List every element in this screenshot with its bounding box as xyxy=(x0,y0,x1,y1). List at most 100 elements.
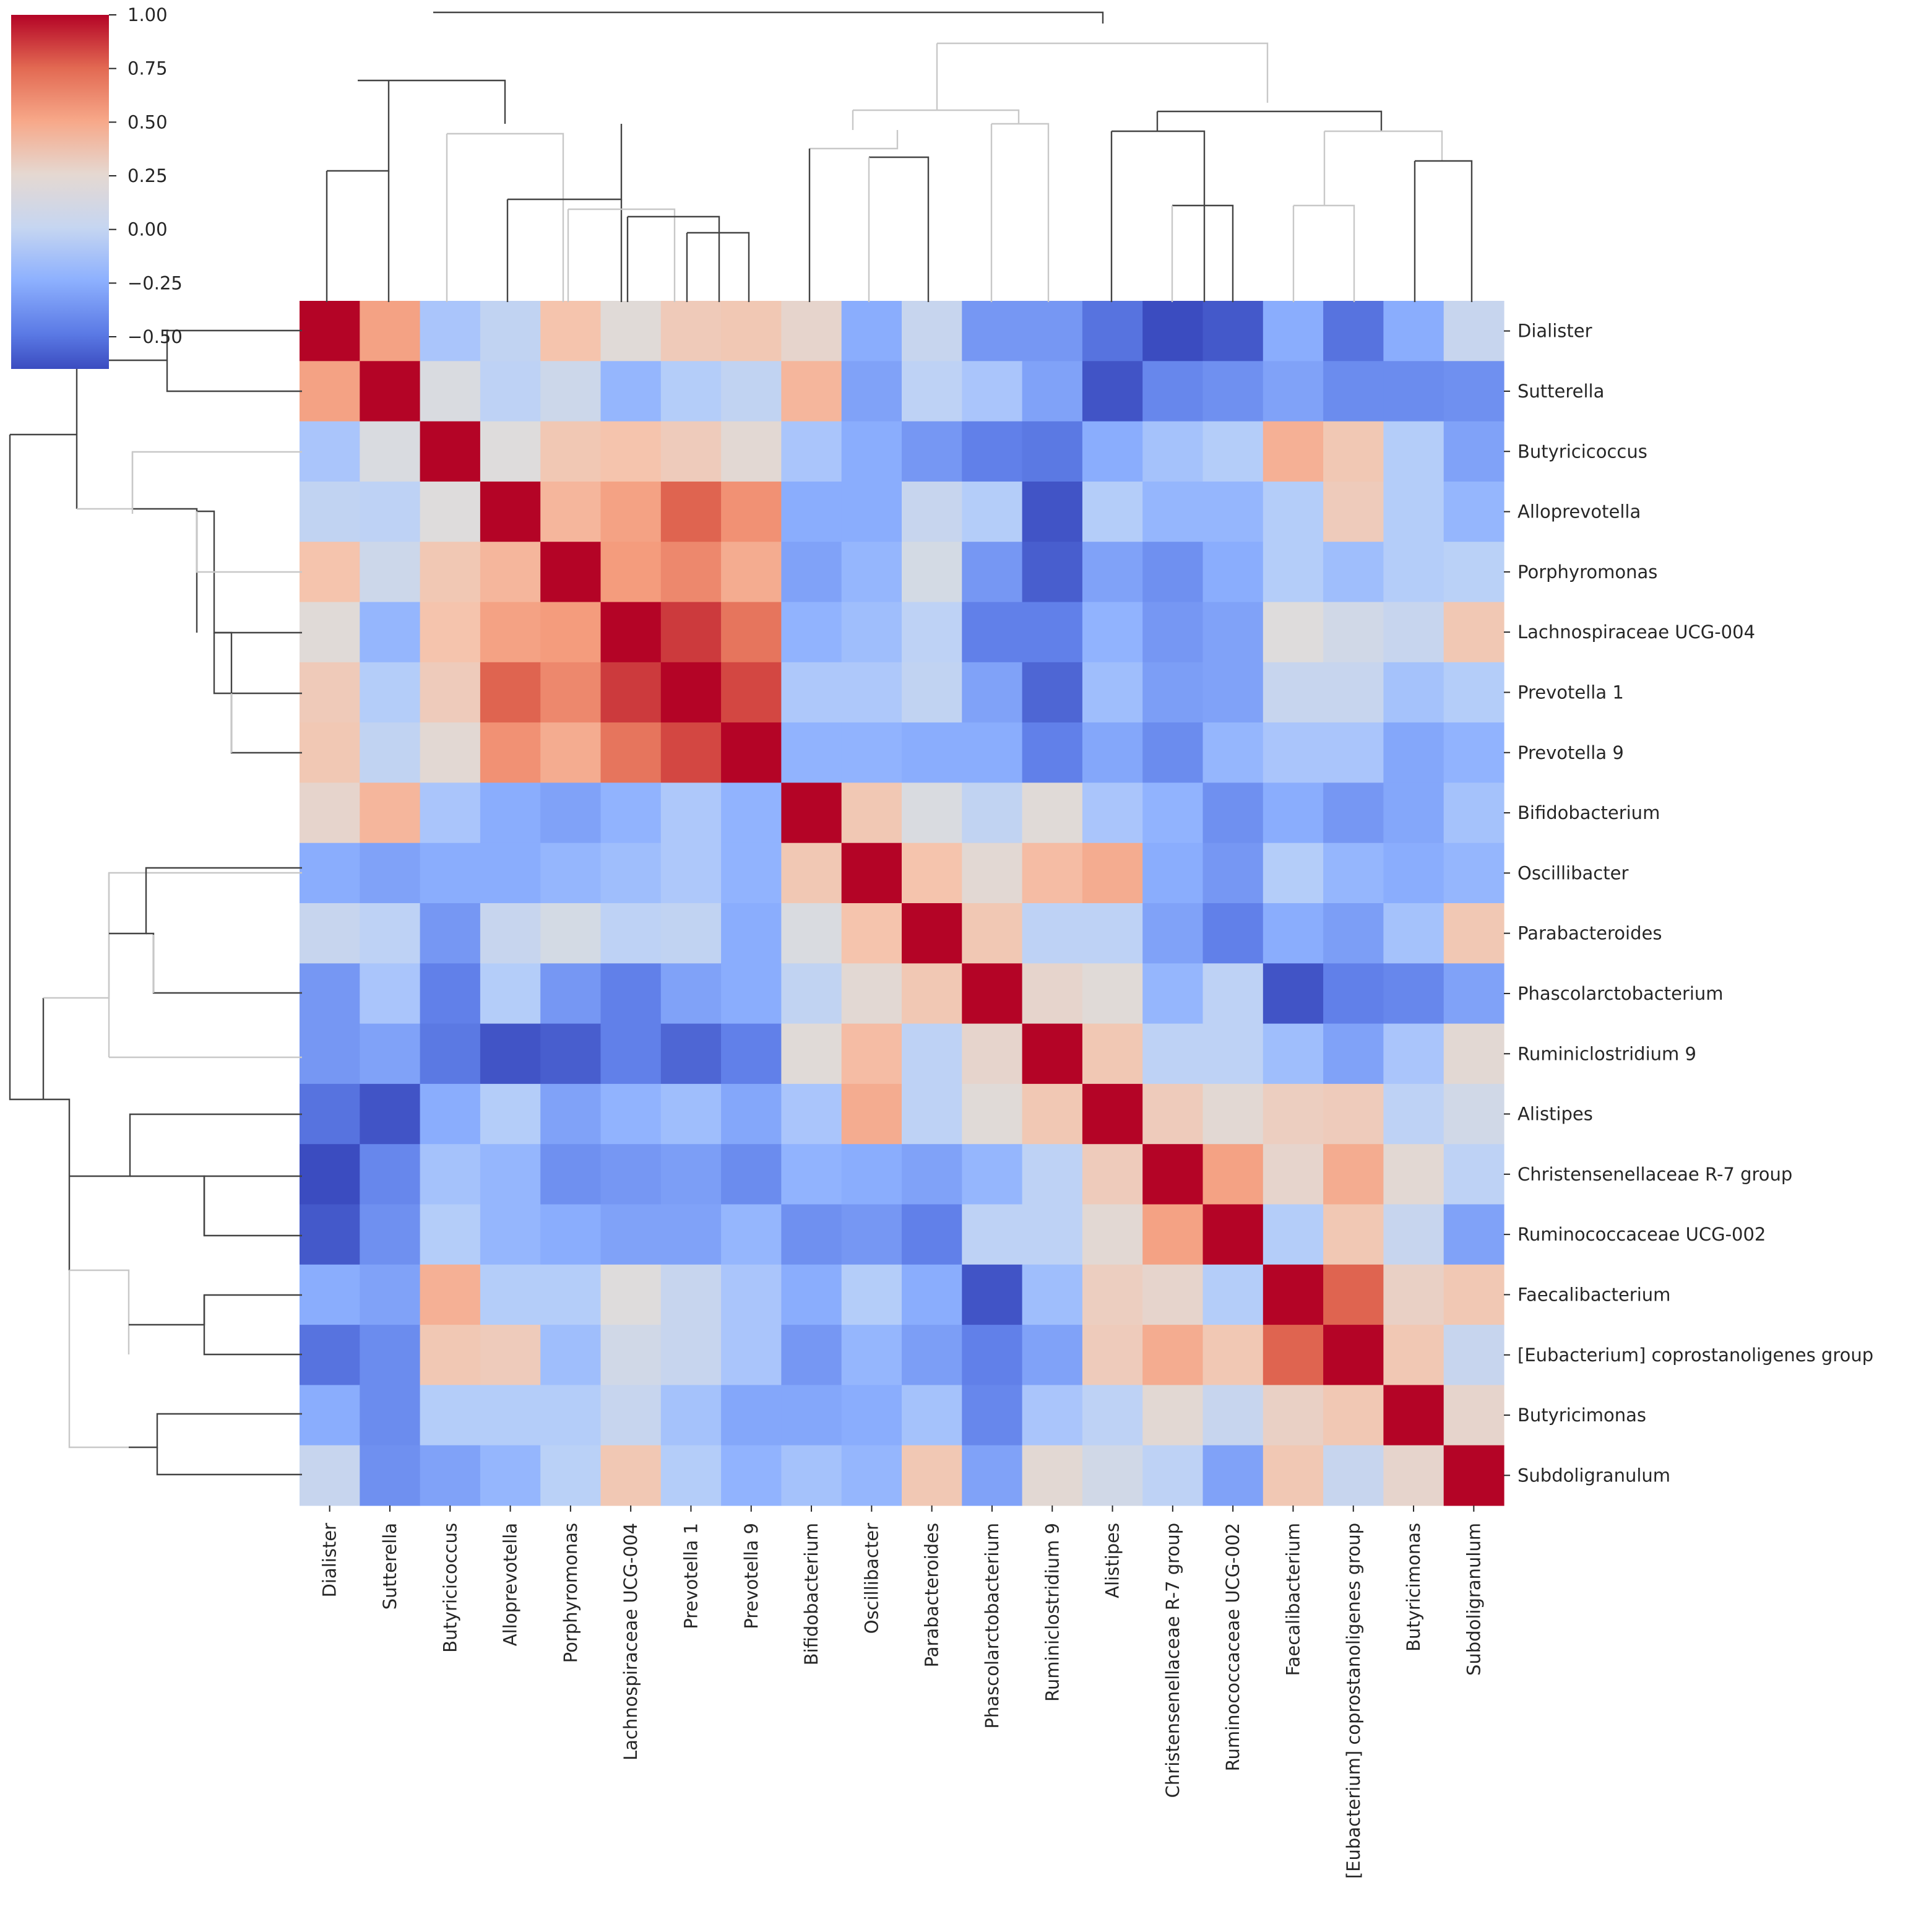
heatmap-cell xyxy=(781,361,842,422)
heatmap-cell xyxy=(902,963,962,1024)
heatmap-cell xyxy=(962,481,1023,542)
heatmap-cell xyxy=(420,1144,481,1205)
heatmap-cell xyxy=(660,1204,722,1265)
heatmap-cell xyxy=(660,963,722,1024)
heatmap-cell xyxy=(360,1445,421,1506)
column-label: Butyricimonas xyxy=(1403,1523,1424,1652)
heatmap-cell xyxy=(1383,1264,1444,1325)
column-label: Oscillibacter xyxy=(861,1523,882,1634)
heatmap-cell xyxy=(962,1204,1023,1265)
heatmap-cell xyxy=(1022,903,1083,964)
heatmap-cell xyxy=(1323,903,1384,964)
heatmap-cell xyxy=(600,963,662,1024)
heatmap-cell xyxy=(300,722,360,783)
heatmap-cell xyxy=(1383,1144,1444,1205)
heatmap-cell xyxy=(1443,843,1504,904)
heatmap-cell xyxy=(660,421,722,482)
heatmap-cell xyxy=(540,1325,602,1385)
heatmap-cell xyxy=(1323,1385,1384,1446)
heatmap-cell xyxy=(902,782,962,844)
heatmap-cell xyxy=(1263,542,1324,603)
heatmap-cell xyxy=(480,301,541,362)
heatmap-cell xyxy=(902,361,962,422)
row-label: Ruminococcaceae UCG-002 xyxy=(1517,1224,1766,1245)
heatmap-cell xyxy=(1323,662,1384,723)
heatmap-cell xyxy=(721,1023,782,1085)
column-tick-labels: Dialister Sutterella Butyricicoccus Allopre… xyxy=(319,1505,1484,1879)
heatmap-cell xyxy=(1202,1023,1264,1085)
heatmap-cell xyxy=(721,722,782,783)
heatmap-cell xyxy=(660,1325,722,1385)
heatmap-cell xyxy=(300,301,360,362)
heatmap-cell xyxy=(1323,542,1384,603)
heatmap-cell xyxy=(781,602,842,663)
heatmap-cell xyxy=(540,722,602,783)
heatmap-cell xyxy=(480,903,541,964)
heatmap-cell xyxy=(902,1083,962,1145)
heatmap-cell xyxy=(660,843,722,904)
heatmap-cell xyxy=(360,301,421,362)
heatmap-cell xyxy=(1443,1023,1504,1085)
heatmap-cell xyxy=(1142,301,1204,362)
row-label: Lachnospiraceae UCG-004 xyxy=(1517,622,1755,643)
heatmap-cell xyxy=(660,1385,722,1446)
heatmap-cell xyxy=(360,722,421,783)
heatmap-cell xyxy=(1323,1264,1384,1325)
heatmap-cell xyxy=(1263,722,1324,783)
heatmap-cell xyxy=(600,1023,662,1085)
row-label: [Eubacterium] coprostanoligenes group xyxy=(1517,1345,1873,1366)
heatmap-cell xyxy=(962,361,1023,422)
heatmap-cell xyxy=(841,1445,902,1506)
heatmap-cell xyxy=(360,963,421,1024)
column-label: Butyricicoccus xyxy=(439,1523,460,1653)
heatmap-cell xyxy=(660,481,722,542)
heatmap-cell xyxy=(962,903,1023,964)
row-label: Butyricicoccus xyxy=(1517,441,1647,462)
colorbar-tick-label: 0.50 xyxy=(127,111,168,132)
heatmap-cell xyxy=(420,1385,481,1446)
heatmap-cell xyxy=(781,1023,842,1085)
row-label: Phascolarctobacterium xyxy=(1517,983,1724,1004)
heatmap-cell xyxy=(1202,782,1264,844)
heatmap-cell xyxy=(962,843,1023,904)
heatmap-cell xyxy=(1323,481,1384,542)
heatmap-cell xyxy=(781,1445,842,1506)
heatmap-cell xyxy=(902,843,962,904)
heatmap-cell xyxy=(1383,722,1444,783)
heatmap-cell xyxy=(902,602,962,663)
heatmap-cell xyxy=(1263,421,1324,482)
heatmap-cell xyxy=(962,963,1023,1024)
heatmap-cell xyxy=(1022,1445,1083,1506)
heatmap-cell xyxy=(360,542,421,603)
heatmap-cell xyxy=(1263,361,1324,422)
row-tick-labels: Dialister Sutterella Butyricicoccus Allopre… xyxy=(1504,321,1873,1486)
heatmap-cell xyxy=(1142,421,1204,482)
column-label: Christensenellaceae R-7 group xyxy=(1162,1523,1183,1798)
heatmap-cell xyxy=(841,1325,902,1385)
heatmap-cell xyxy=(1263,843,1324,904)
heatmap-cell xyxy=(480,602,541,663)
heatmap-cell xyxy=(300,1144,360,1205)
column-label: Faecalibacterium xyxy=(1282,1523,1303,1676)
heatmap-cell xyxy=(1263,301,1324,362)
heatmap-cell xyxy=(1022,602,1083,663)
heatmap-cell xyxy=(841,782,902,844)
heatmap-cell xyxy=(1263,903,1324,964)
heatmap-cell xyxy=(1022,1385,1083,1446)
heatmap-cell xyxy=(841,1083,902,1145)
colorbar-tick-label: −0.50 xyxy=(127,326,183,347)
heatmap-cell xyxy=(1022,963,1083,1024)
column-label: Alistipes xyxy=(1102,1523,1123,1598)
heatmap-cell xyxy=(902,662,962,723)
heatmap-cell xyxy=(300,963,360,1024)
heatmap-cell xyxy=(660,903,722,964)
heatmap-cell xyxy=(1443,1385,1504,1446)
heatmap-cell xyxy=(660,1144,722,1205)
heatmap-cell xyxy=(1082,1204,1143,1265)
heatmap-cell xyxy=(480,421,541,482)
heatmap-cell xyxy=(660,782,722,844)
heatmap-cell xyxy=(962,421,1023,482)
heatmap-cell xyxy=(600,1325,662,1385)
heatmap-cell xyxy=(480,1264,541,1325)
heatmap-cell xyxy=(841,903,902,964)
